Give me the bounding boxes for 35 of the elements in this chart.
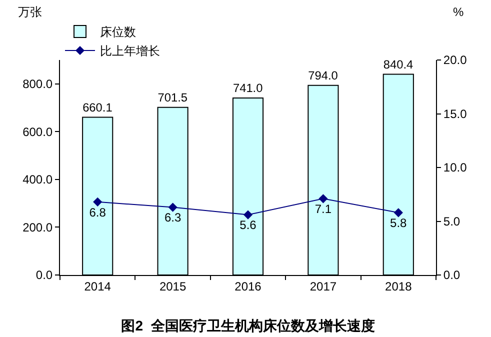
y-tick-label: 600.0 — [22, 124, 53, 139]
y-tick-label: 200.0 — [22, 220, 53, 234]
data-label: 794.0 — [308, 68, 338, 82]
text: 图2 全国医疗卫生机构床位数及增长速度 — [121, 317, 375, 334]
data-label: 840.4 — [383, 57, 414, 72]
data-label: 5.8 — [390, 216, 408, 230]
point — [394, 208, 403, 218]
y2-tick-label: 15.0 — [443, 106, 468, 121]
data-label: 741.0 — [232, 81, 264, 96]
legend-label: 床位数 — [100, 25, 136, 40]
x-tick-label: 2014 — [84, 279, 112, 294]
y-tick-label: 0.0 — [36, 268, 53, 282]
y2-tick-label: 5.0 — [443, 214, 460, 228]
point — [318, 194, 328, 204]
data-label: 7.1 — [314, 202, 332, 216]
x-tick-label: 2016 — [234, 279, 262, 294]
legend-label: 比上年增长 — [100, 44, 160, 58]
data-label: 6.8 — [89, 205, 106, 220]
x-tick-label: 2017 — [310, 279, 337, 294]
y2-tick-label: 10.0 — [443, 160, 468, 175]
x-tick-label: 2015 — [159, 279, 186, 294]
data-label: 701.5 — [158, 90, 188, 104]
point — [243, 210, 253, 220]
data-label: 660.1 — [82, 100, 113, 114]
y2-tick-label: 20.0 — [443, 53, 468, 68]
y2-tick-label: 0.0 — [443, 268, 460, 282]
y-axis-title: 万张 — [18, 5, 42, 19]
y2-axis-title: % — [453, 5, 464, 19]
y-tick-label: 400.0 — [22, 172, 53, 187]
data-label: 5.6 — [240, 218, 257, 232]
data-label: 6.3 — [164, 210, 182, 225]
point — [168, 202, 178, 212]
point — [93, 197, 102, 206]
x-tick-label: 2018 — [385, 279, 412, 294]
y-tick-label: 800.0 — [22, 77, 53, 92]
